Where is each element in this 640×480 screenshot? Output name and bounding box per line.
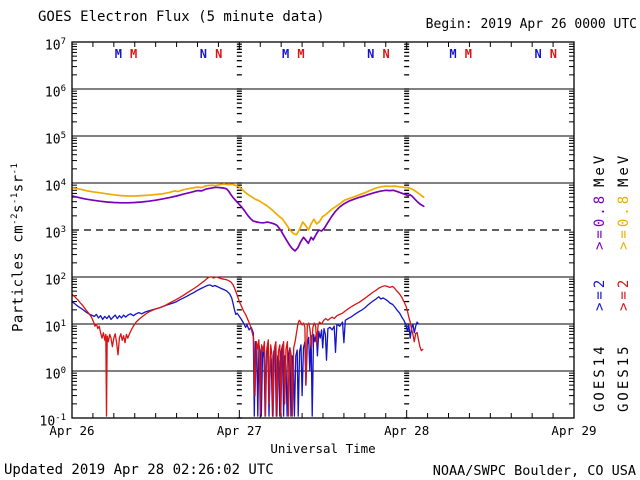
y-tick-label: 105 — [44, 131, 66, 148]
legend-satellite-label: GOES15 — [616, 343, 632, 412]
x-axis-title: Universal Time — [270, 441, 376, 456]
begin-timestamp: Begin: 2019 Apr 26 0000 UTC — [425, 17, 637, 32]
y-tick-label: 101 — [44, 319, 66, 336]
x-tick-label: Apr 26 — [49, 423, 95, 438]
legend-unit-label: MeV — [616, 152, 632, 187]
legend-energy-label: >=2 — [616, 276, 632, 311]
local-midnight-marker: M — [114, 47, 122, 61]
series-goes14-ge0.8mev — [72, 186, 425, 252]
local-noon-marker: N — [199, 47, 207, 61]
y-tick-label: 106 — [44, 84, 66, 101]
source-attribution: NOAA/SWPC Boulder, CO USA — [432, 463, 636, 479]
series-goes14-ge2mev — [72, 284, 420, 417]
x-tick-label: Apr 27 — [216, 423, 262, 438]
updated-timestamp: Updated 2019 Apr 28 02:26:02 UTC — [4, 462, 274, 478]
legend-unit-label: MeV — [592, 152, 608, 187]
y-tick-label: 102 — [44, 272, 66, 289]
local-noon-marker: N — [549, 47, 557, 61]
chart-title: GOES Electron Flux (5 minute data) — [38, 9, 325, 25]
y-tick-label: 103 — [44, 225, 66, 242]
y-tick-label: 100 — [44, 366, 66, 383]
local-midnight-marker: M — [130, 47, 138, 61]
local-noon-marker: N — [534, 47, 542, 61]
legend-energy-label: >=0.8 — [592, 192, 608, 250]
local-noon-marker: N — [367, 47, 375, 61]
x-tick-label: Apr 28 — [384, 423, 430, 438]
y-tick-label: 10-1 — [39, 413, 67, 430]
y-tick-label: 107 — [44, 37, 66, 54]
plot-border — [71, 41, 575, 419]
y-tick-label: 104 — [44, 178, 66, 195]
local-noon-marker: N — [215, 47, 223, 61]
local-midnight-marker: M — [282, 47, 290, 61]
series-goes15-ge0.8mev — [72, 183, 425, 236]
local-midnight-marker: M — [464, 47, 472, 61]
legend-satellite-label: GOES14 — [592, 343, 608, 412]
legend-energy-label: >=2 — [592, 276, 608, 311]
local-midnight-marker: M — [449, 47, 457, 61]
x-tick-label: Apr 29 — [551, 423, 597, 438]
local-noon-marker: N — [382, 47, 390, 61]
series-goes15-ge2mev — [72, 276, 424, 417]
legend-energy-label: >=0.8 — [616, 192, 632, 250]
local-midnight-marker: M — [297, 47, 305, 61]
